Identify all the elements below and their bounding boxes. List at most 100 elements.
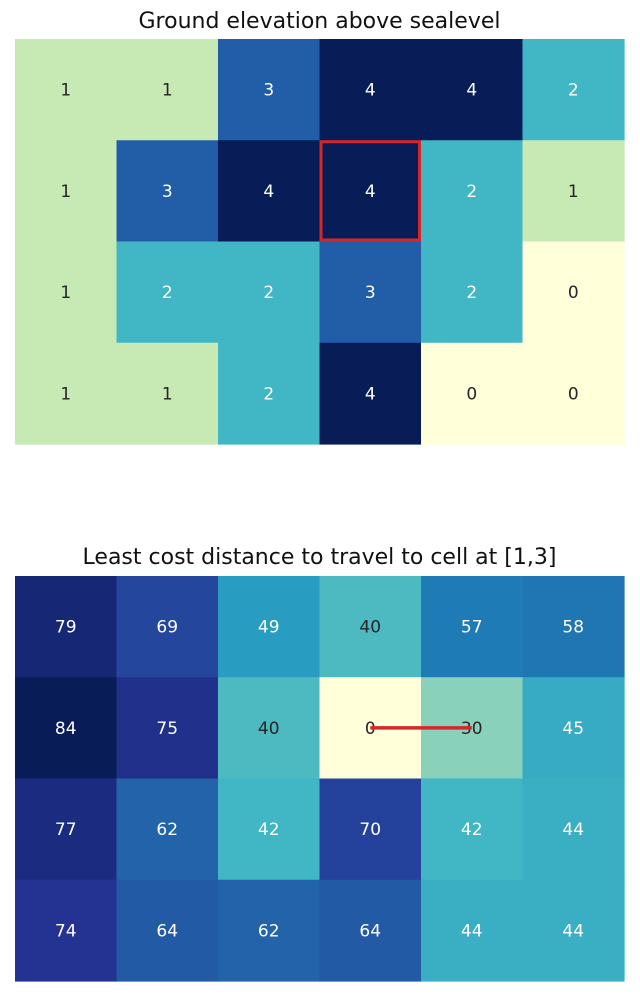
heatmap-cell xyxy=(116,342,219,445)
heatmap-cell xyxy=(15,879,118,982)
heatmap-cell-label: 44 xyxy=(562,921,584,941)
heatmap-cell-label: 44 xyxy=(461,921,483,941)
heatmap-cell xyxy=(522,576,625,678)
heatmap-cell-label: 3 xyxy=(162,182,173,202)
least-cost-heatmap-title: Least cost distance to travel to cell at… xyxy=(83,545,557,570)
heatmap-cell-label: 4 xyxy=(365,384,376,404)
heatmap-cell-label: 70 xyxy=(359,820,381,840)
heatmap-cell-label: 42 xyxy=(258,820,280,840)
heatmap-cell xyxy=(421,576,524,678)
heatmap-cell xyxy=(319,39,422,141)
heatmap-cell xyxy=(116,39,219,141)
heatmap-cell-label: 1 xyxy=(60,384,71,404)
heatmap-cell-label: 0 xyxy=(568,384,579,404)
heatmap-cell xyxy=(218,778,321,881)
heatmap-cell xyxy=(522,140,625,243)
heatmap-cell xyxy=(218,576,321,678)
heatmap-cell xyxy=(319,342,422,445)
heatmap-cell-label: 58 xyxy=(562,618,584,638)
heatmap-cell-label: 2 xyxy=(568,81,579,101)
heatmap-cell xyxy=(522,677,625,780)
heatmap-cell xyxy=(218,342,321,445)
heatmap-cell xyxy=(116,576,219,678)
heatmap-cell-label: 42 xyxy=(461,820,483,840)
heatmap-cell-label: 44 xyxy=(562,820,584,840)
heatmap-cell xyxy=(522,241,625,344)
target-cell-highlight xyxy=(319,140,421,242)
heatmap-cell-label: 0 xyxy=(466,384,477,404)
heatmap-cell xyxy=(421,778,524,881)
heatmap-cell-label: 2 xyxy=(466,283,477,303)
heatmap-cell xyxy=(522,778,625,881)
heatmap-cell-label: 4 xyxy=(466,81,477,101)
heatmap-cell xyxy=(15,778,118,881)
heatmap-cell-label: 2 xyxy=(263,283,274,303)
heatmap-cell-label: 4 xyxy=(263,182,274,202)
heatmap-cell-label: 45 xyxy=(562,719,584,739)
heatmap-cell-label: 40 xyxy=(359,618,381,638)
heatmap-cell xyxy=(421,140,524,243)
elevation-cells: 1 1 3 4 4 2 1 3 4 4 2 1 1 2 2 3 2 0 1 1 2 4 0 0 xyxy=(15,39,625,445)
heatmap-cell xyxy=(116,677,219,780)
heatmap-cell-label: 1 xyxy=(60,81,71,101)
heatmap-cell-label: 62 xyxy=(258,921,280,941)
heatmap-cell xyxy=(319,778,422,881)
heatmap-cell-label: 2 xyxy=(263,384,274,404)
heatmap-cell-label: 77 xyxy=(55,820,77,840)
heatmap-cell xyxy=(319,140,422,243)
heatmap-cell xyxy=(15,241,118,344)
heatmap-cell-label: 2 xyxy=(466,182,477,202)
heatmap-cell-label: 4 xyxy=(365,81,376,101)
heatmap-cell-label: 74 xyxy=(55,921,77,941)
least-cost-heatmap: Least cost distance to travel to cell at… xyxy=(15,545,625,982)
heatmap-cell-label: 3 xyxy=(263,81,274,101)
elevation-overlay xyxy=(319,140,421,242)
heatmap-cell xyxy=(218,39,321,141)
heatmap-cell xyxy=(522,879,625,982)
elevation-heatmap-title: Ground elevation above sealevel xyxy=(139,9,501,34)
heatmap-cell-label: 75 xyxy=(156,719,178,739)
heatmap-cell xyxy=(421,39,524,141)
heatmap-cell-label: 79 xyxy=(55,618,77,638)
heatmap-cell xyxy=(421,879,524,982)
heatmap-cell-label: 1 xyxy=(162,81,173,101)
heatmap-cell xyxy=(15,576,118,678)
heatmap-cell xyxy=(319,576,422,678)
heatmap-cell xyxy=(421,342,524,445)
heatmap-cell xyxy=(218,677,321,780)
heatmap-cell xyxy=(15,677,118,780)
heatmap-cell xyxy=(15,342,118,445)
heatmap-cell-label: 49 xyxy=(258,618,280,638)
heatmap-cell-label: 1 xyxy=(568,182,579,202)
heatmap-cell xyxy=(116,140,219,243)
least-cost-cells: 7969494057588475400304577624270424474646… xyxy=(15,576,625,982)
heatmap-cell xyxy=(218,879,321,982)
heatmap-cell-label: 4 xyxy=(365,182,376,202)
heatmap-cell xyxy=(15,140,118,243)
heatmap-cell-label: 57 xyxy=(461,618,483,638)
heatmap-cell-label: 0 xyxy=(568,283,579,303)
heatmap-cell-label: 3 xyxy=(365,283,376,303)
heatmap-cell xyxy=(319,879,422,982)
heatmap-cell-label: 69 xyxy=(156,618,178,638)
heatmap-cell xyxy=(116,778,219,881)
heatmap-cell xyxy=(218,140,321,243)
heatmap-cell xyxy=(421,241,524,344)
heatmap-cell-label: 1 xyxy=(60,182,71,202)
heatmap-cell-label: 84 xyxy=(55,719,77,739)
heatmap-cell-label: 64 xyxy=(359,921,381,941)
elevation-heatmap: Ground elevation above sealevel 1 1 3 4 4 2 1 3… xyxy=(15,9,625,445)
heatmap-cell-label: 2 xyxy=(162,283,173,303)
heatmap-cell-label: 64 xyxy=(156,921,178,941)
heatmap-cell xyxy=(319,241,422,344)
heatmap-cell-label: 62 xyxy=(156,820,178,840)
heatmap-cell-label: 40 xyxy=(258,719,280,739)
heatmap-cell-label: 1 xyxy=(60,283,71,303)
heatmap-cell xyxy=(218,241,321,344)
heatmap-cell xyxy=(116,241,219,344)
heatmap-cell xyxy=(522,39,625,141)
heatmap-cell-label: 1 xyxy=(162,384,173,404)
heatmap-cell xyxy=(522,342,625,445)
